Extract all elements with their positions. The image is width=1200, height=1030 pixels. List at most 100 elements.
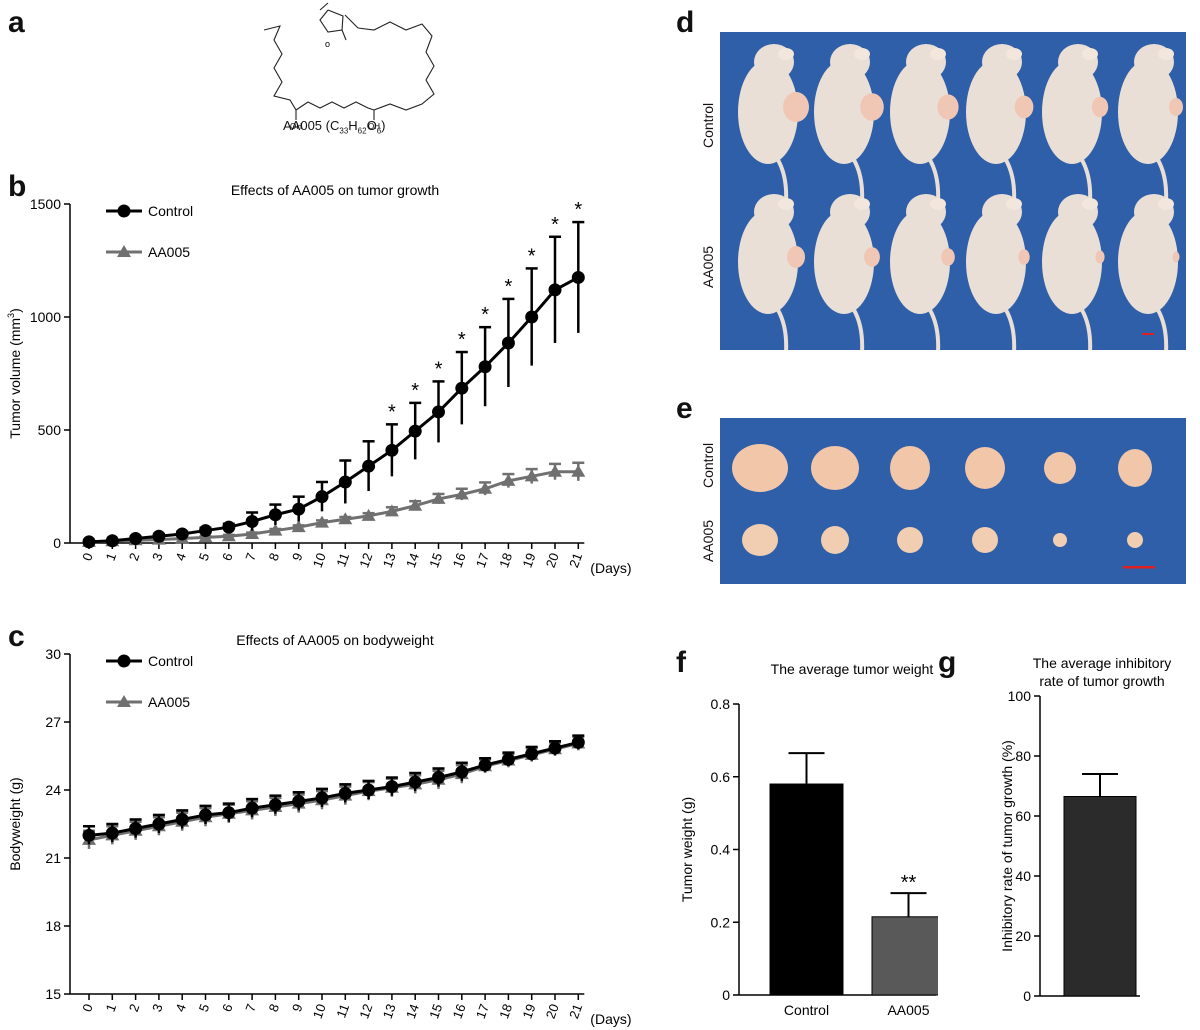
mouse-tumor [937, 94, 959, 120]
data-point-control [432, 771, 445, 785]
mouse-body [966, 60, 1026, 164]
y-axis-label-main: Tumor volume (mm [7, 318, 23, 439]
x-tick-label: 11 [333, 1002, 352, 1020]
x-tick-label: 18 [496, 551, 515, 570]
mouse-tumor [787, 246, 805, 268]
data-point-control [571, 735, 585, 749]
carbonyl-o: o [325, 39, 330, 49]
x-tick-label: 1 [103, 1002, 120, 1014]
y-tick-label: 80 [1015, 748, 1031, 764]
legend-marker-aa005 [117, 695, 131, 707]
legend-marker-control [117, 204, 131, 218]
legend-marker-aa005 [117, 245, 131, 257]
data-point-aa005 [384, 504, 399, 517]
photo-background [720, 32, 1186, 350]
x-tick-label: 1 [103, 551, 120, 563]
mouse-aa005-2 [814, 194, 880, 381]
mouse-control-6 [1118, 44, 1183, 231]
data-point-control [175, 812, 189, 826]
data-point-aa005 [478, 481, 493, 494]
data-point-control [478, 360, 492, 374]
mice-photo [720, 32, 1186, 381]
x-tick-label: 21 [566, 551, 585, 570]
mouse-ear [778, 48, 794, 60]
series-line-control [88, 740, 579, 837]
x-tick-label: 8 [266, 1002, 283, 1014]
inhibitory-rate-chart: The average inhibitory rate of tumor grow… [999, 655, 1172, 1004]
x-tick-label: 14 [403, 551, 422, 570]
x-tick-label: 0 [79, 1002, 96, 1014]
x-tick-label: 3 [149, 551, 166, 563]
x-tick-label: 6 [219, 1002, 236, 1014]
panel-letter-d: d [676, 6, 695, 39]
y-axis-label: Inhibitory rate of tumor growth (%) [999, 740, 1015, 952]
significance-star: * [574, 199, 582, 221]
x-tick-label: 0 [79, 551, 96, 563]
tumor-growth-chart: Effects of AA005 on tumor growth 0 500 1000… [6, 182, 632, 576]
tumor-aa005-2 [821, 526, 849, 554]
photo-d-label-aa005: AA005 [700, 245, 716, 288]
data-point-control [152, 529, 166, 543]
data-point-control [408, 424, 422, 438]
data-point-control [82, 535, 96, 549]
data-point-aa005 [548, 464, 562, 477]
data-point-aa005 [315, 515, 329, 528]
data-point-control [408, 775, 422, 789]
y-tick-label: 60 [1015, 808, 1031, 824]
data-point-control [571, 270, 585, 284]
significance-star: * [435, 358, 443, 380]
significance-star: * [481, 304, 489, 326]
data-point-control [525, 747, 539, 761]
x-tick-label: 6 [219, 551, 236, 563]
x-tick-label: 14 [403, 1002, 422, 1021]
data-point-control [525, 310, 539, 324]
mouse-body [738, 210, 798, 314]
data-point-control [455, 765, 469, 779]
chart-title-line-2: rate of tumor growth [1039, 673, 1164, 689]
mouse-body [1118, 210, 1178, 314]
data-point-aa005 [338, 512, 353, 525]
mouse-body [890, 210, 950, 314]
x-tick-label: 11 [333, 551, 352, 569]
data-point-aa005 [291, 520, 306, 533]
y-tick-label: 0 [1023, 988, 1031, 1004]
tumor-control-5 [1044, 452, 1076, 484]
compound-label: AA005 (C33H62O6) [283, 118, 386, 136]
panel-letter-e: e [676, 392, 693, 425]
mouse-tumor [783, 92, 809, 122]
mouse-ear [1006, 198, 1022, 210]
mouse-ear [1082, 198, 1098, 210]
data-point-control [129, 531, 143, 545]
x-tick-label: 17 [473, 1002, 492, 1021]
x-tick-label: 2 [126, 1002, 143, 1014]
chart-title: Effects of AA005 on tumor growth [231, 182, 439, 198]
tumor-control-4 [965, 447, 1005, 489]
chart-title-line-1: The average inhibitory [1033, 655, 1172, 671]
x-tick-label: 8 [266, 551, 283, 563]
mouse-tumor [941, 248, 955, 266]
data-point-control [338, 786, 352, 800]
x-tick-label: 20 [543, 551, 562, 570]
mouse-control-1 [738, 44, 809, 231]
panel-letter-a: a [8, 6, 25, 39]
mouse-ear [930, 198, 946, 210]
legend-label-aa005: AA005 [148, 244, 190, 260]
photo-d-label-control: Control [700, 102, 716, 148]
mouse-ear [1158, 198, 1174, 210]
bar-aa005 [871, 916, 938, 996]
data-point-control [385, 780, 399, 794]
x-tick-label: 4 [172, 1002, 189, 1014]
data-point-control [245, 801, 259, 815]
tumor-aa005-6 [1127, 532, 1143, 548]
x-tick-label: 2 [126, 551, 143, 563]
y-tick-label: 0.2 [711, 914, 731, 930]
significance-star: * [458, 329, 466, 351]
significance-star: * [388, 401, 396, 423]
mouse-aa005-3 [890, 194, 955, 381]
data-point-aa005 [431, 491, 446, 504]
data-point-control [268, 508, 282, 522]
mouse-aa005-5 [1042, 194, 1105, 381]
mouse-tumor [864, 247, 880, 267]
y-tick-label: 40 [1015, 868, 1031, 884]
mouse-control-4 [966, 44, 1034, 231]
